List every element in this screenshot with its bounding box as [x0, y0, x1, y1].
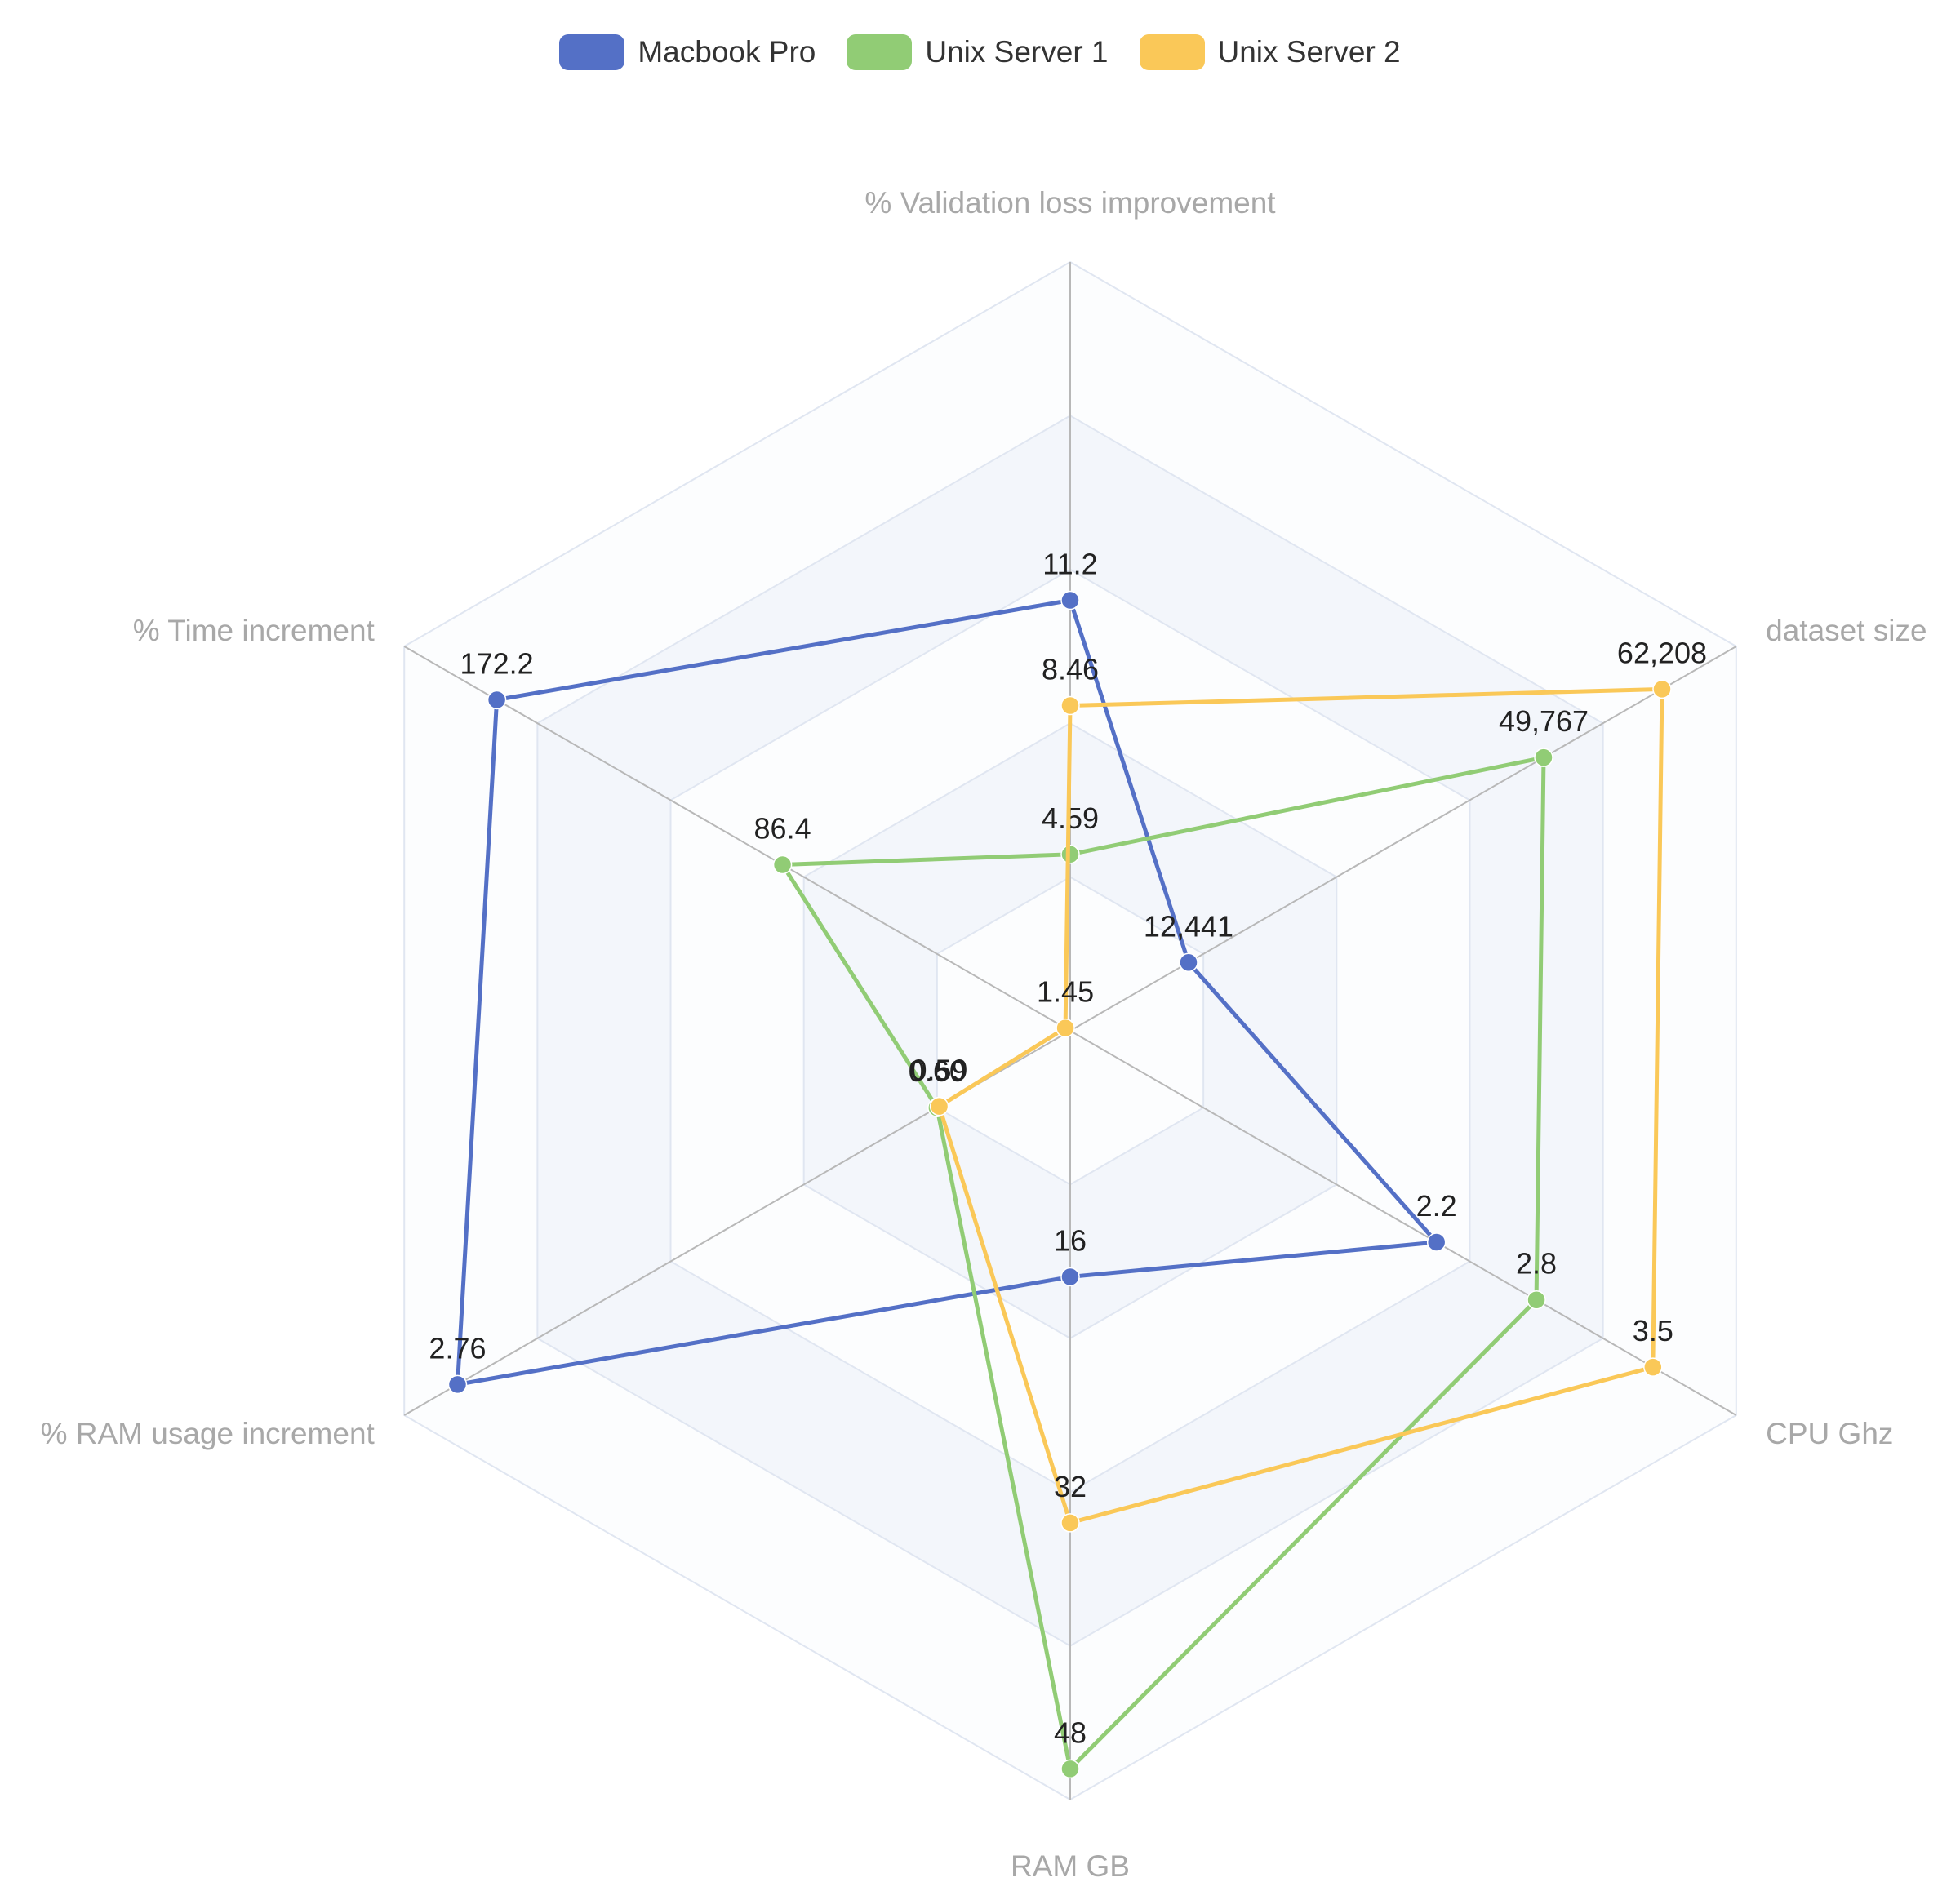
indicator-label: % Time increment	[133, 614, 376, 647]
legend-label: Unix Server 2	[1217, 35, 1401, 69]
data-label: 8.46	[1042, 653, 1099, 686]
data-point[interactable]	[487, 690, 507, 710]
axis-line	[1069, 1030, 1737, 1416]
legend: Macbook Pro Unix Server 1 Unix Server 2	[0, 34, 1960, 70]
data-label: 16	[1054, 1223, 1087, 1257]
legend-item-macbook-pro[interactable]: Macbook Pro	[559, 34, 816, 70]
data-label: 62,208	[1617, 636, 1707, 669]
legend-swatch-unix-server-2	[1139, 34, 1205, 70]
legend-item-unix-server-1[interactable]: Unix Server 1	[847, 34, 1109, 70]
data-point[interactable]	[1060, 845, 1080, 864]
data-label: 0.59	[911, 1054, 968, 1087]
data-label: 48	[1054, 1716, 1087, 1749]
legend-label: Macbook Pro	[638, 35, 816, 69]
data-point[interactable]	[1060, 590, 1080, 610]
data-point[interactable]	[1060, 1513, 1080, 1533]
indicator-label: dataset size	[1766, 614, 1927, 647]
data-point[interactable]	[1643, 1357, 1663, 1377]
indicator-label: CPU Ghz	[1766, 1417, 1893, 1450]
indicator-label: % RAM usage increment	[41, 1417, 376, 1450]
data-point[interactable]	[1179, 952, 1198, 973]
data-point[interactable]	[1527, 1290, 1546, 1310]
data-label: 172.2	[460, 646, 534, 680]
data-label: 2.8	[1516, 1247, 1557, 1281]
legend-swatch-unix-server-1	[847, 34, 913, 70]
indicator-label: RAM GB	[1011, 1849, 1130, 1883]
data-label: 12,441	[1144, 909, 1233, 943]
data-label: 49,767	[1499, 704, 1589, 738]
data-point[interactable]	[1056, 1018, 1075, 1038]
data-point[interactable]	[1426, 1232, 1447, 1252]
axis-line	[403, 646, 1071, 1032]
data-label: 11.2	[1042, 547, 1097, 580]
legend-item-unix-server-2[interactable]: Unix Server 2	[1139, 34, 1401, 70]
data-point[interactable]	[1060, 695, 1080, 716]
data-point[interactable]	[1652, 679, 1672, 699]
data-label: 1.45	[1037, 975, 1094, 1009]
data-label: 32	[1054, 1470, 1087, 1503]
data-point[interactable]	[1534, 748, 1553, 767]
data-label: 2.2	[1416, 1189, 1457, 1223]
data-label: 0.60	[909, 1054, 966, 1088]
indicator-label: % Validation loss improvement	[864, 186, 1276, 220]
data-point[interactable]	[772, 855, 793, 875]
data-label: 2.76	[429, 1331, 486, 1365]
data-point[interactable]	[929, 1096, 949, 1116]
legend-label: Unix Server 1	[925, 35, 1109, 69]
data-point[interactable]	[1060, 1267, 1080, 1287]
data-label: 3.5	[1633, 1314, 1673, 1347]
data-point[interactable]	[447, 1374, 468, 1395]
data-point[interactable]	[1060, 1759, 1080, 1779]
data-label: 86.4	[754, 812, 811, 846]
legend-swatch-macbook-pro	[559, 34, 625, 70]
